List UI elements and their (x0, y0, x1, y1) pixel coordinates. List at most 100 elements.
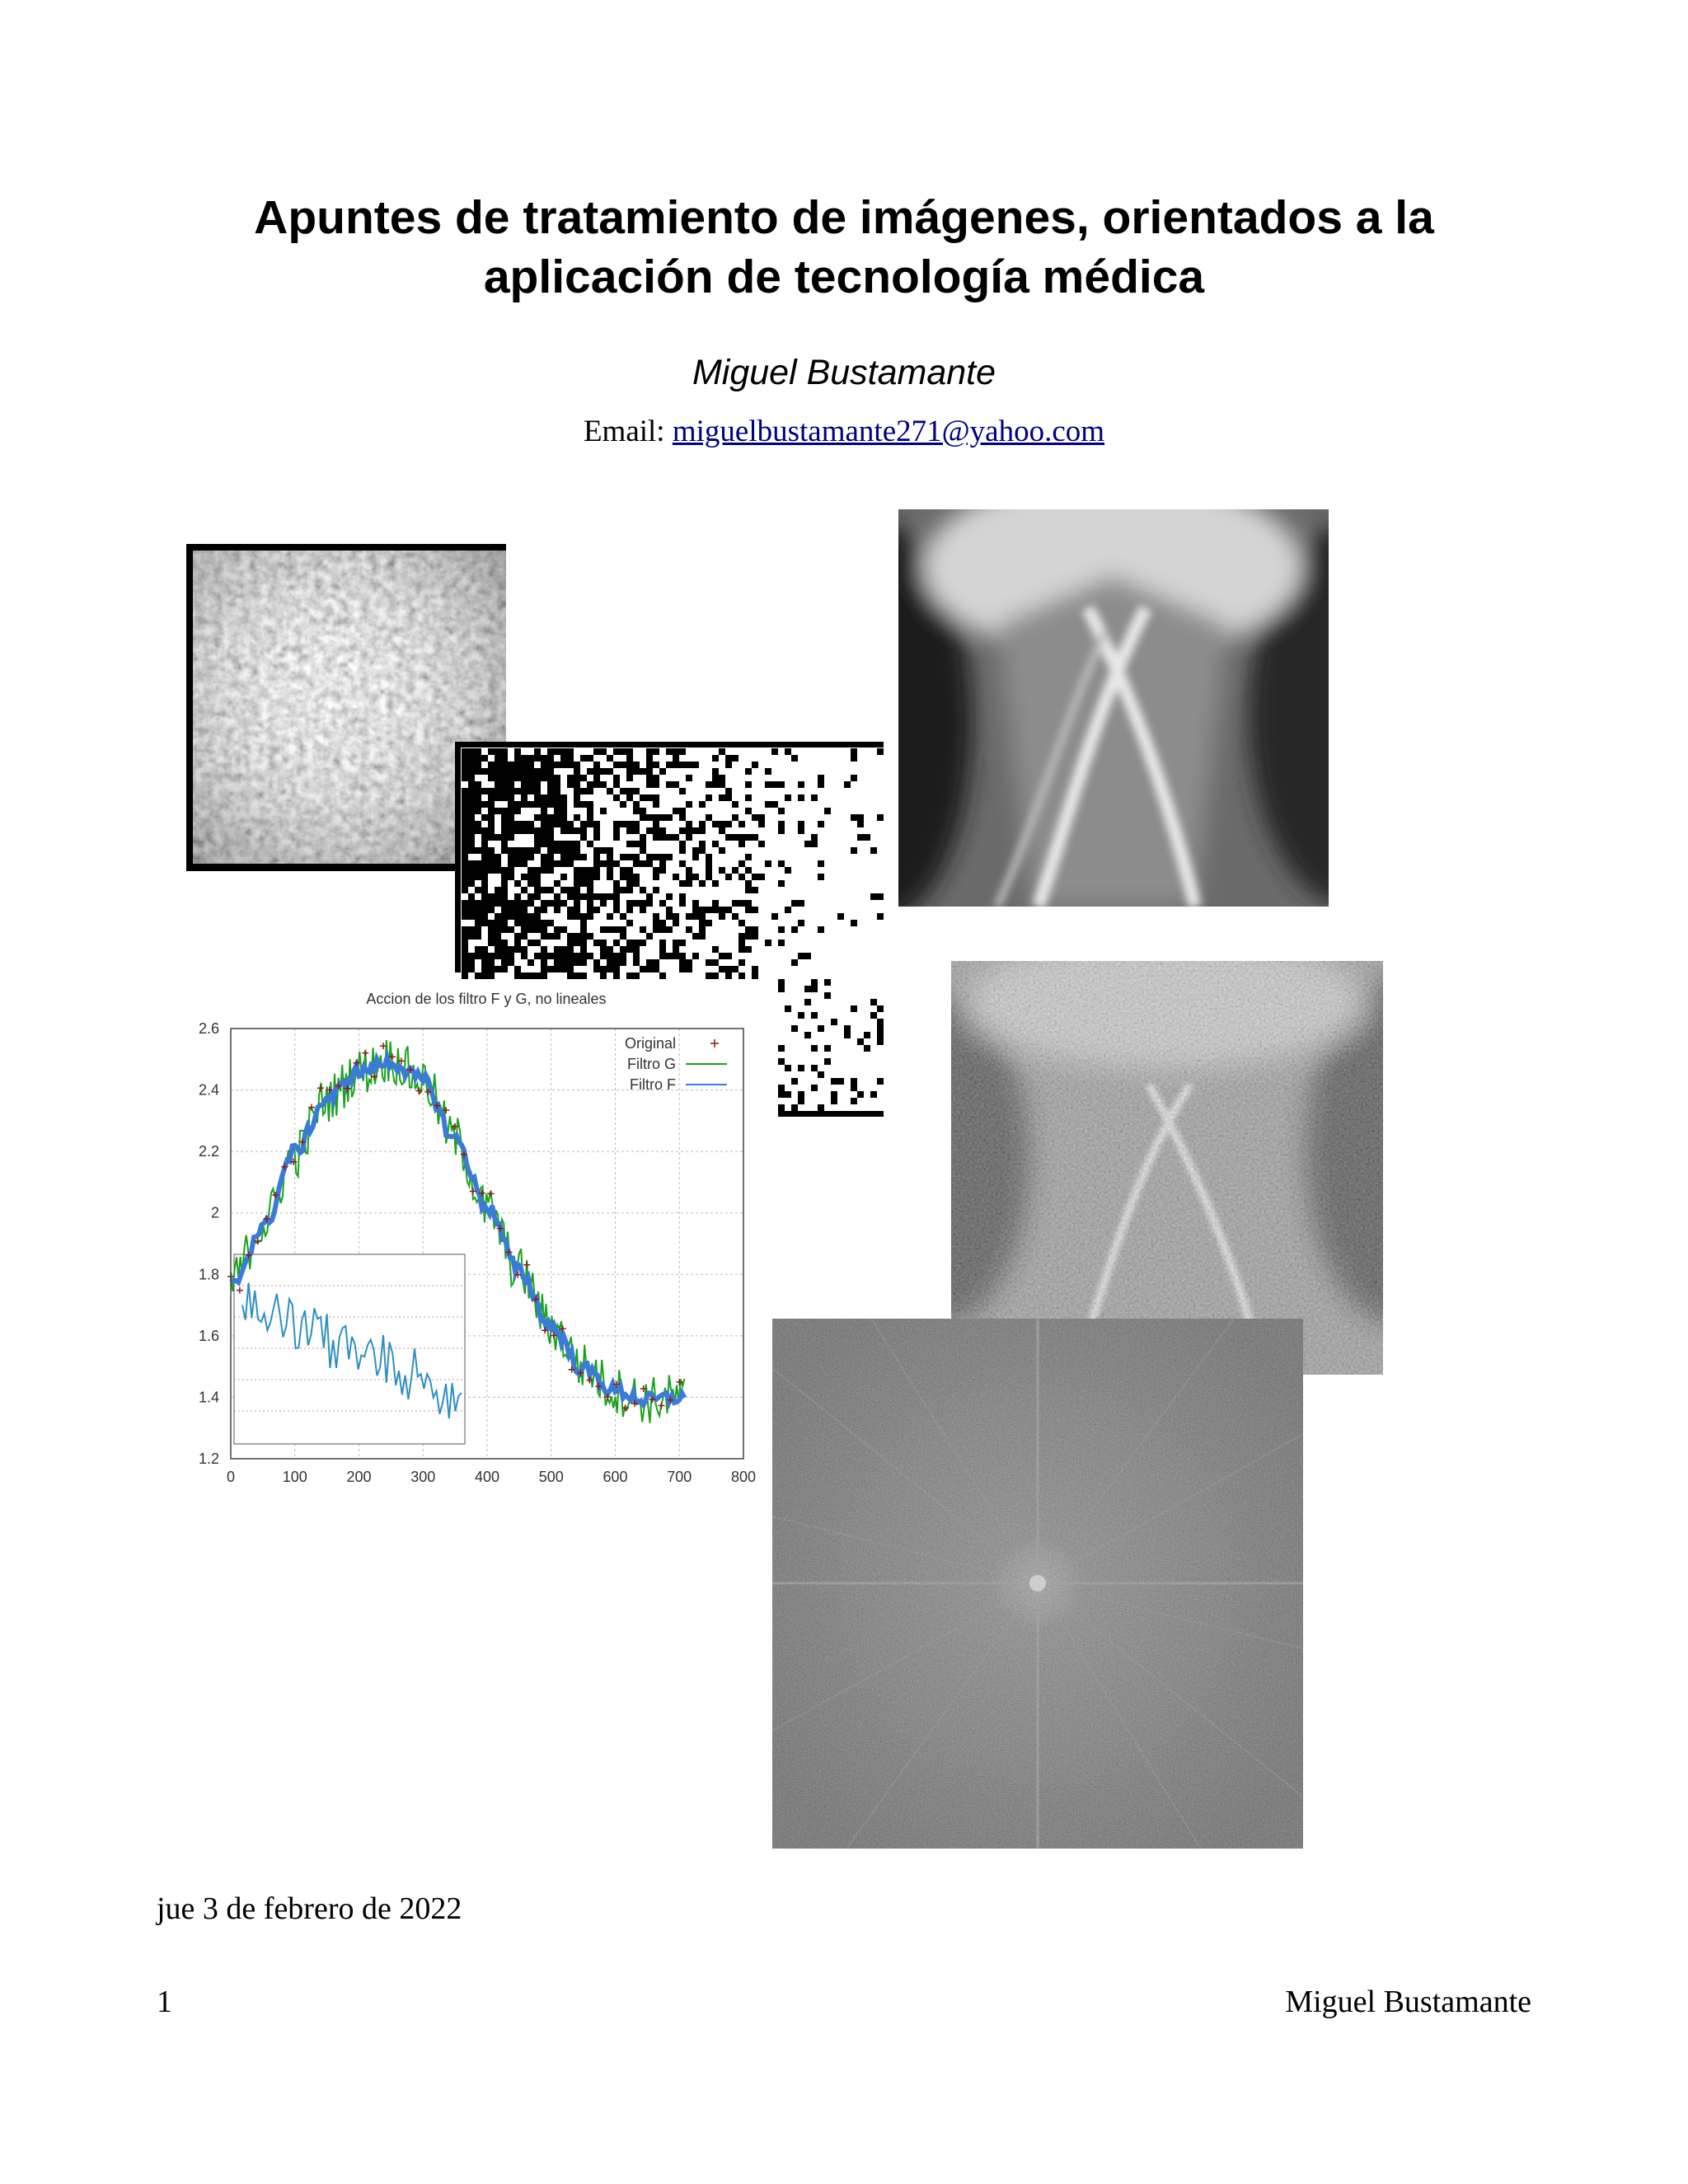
series-original-point (640, 1385, 647, 1392)
series-original-point (415, 1087, 423, 1094)
series-original-point (362, 1049, 369, 1057)
series-original-point (281, 1163, 288, 1170)
x-tick-label: 0 (227, 1469, 235, 1485)
chart-series (227, 1039, 687, 1423)
y-tick-label: 1.8 (199, 1266, 219, 1282)
series-original-point (443, 1107, 450, 1114)
x-tick-label: 800 (731, 1469, 756, 1485)
filter-chart: Accion de los filtro F y G, no lineales … (183, 982, 760, 1493)
chart-inset (233, 1254, 466, 1445)
page-title: Apuntes de tratamiento de imágenes, orie… (0, 188, 1688, 307)
series-original-point (568, 1366, 575, 1373)
series-original-point (397, 1057, 405, 1065)
title-line-2: aplicación de tecnología médica (483, 251, 1205, 303)
series-original-point (326, 1086, 333, 1094)
series-original-point (595, 1383, 603, 1390)
series-original-point (621, 1404, 629, 1412)
author-name: Miguel Bustamante (692, 353, 996, 392)
xray-embossed-svg (951, 961, 1383, 1375)
x-tick-label: 100 (283, 1469, 307, 1485)
series-original-point (316, 1085, 324, 1092)
chart-axes: 0 100 200 300 400 500 600 700 800 1.2 1.4 1.6 1.8 2 2.… (199, 1020, 756, 1485)
footer-author: Miguel Bustamante (1285, 1985, 1531, 2019)
chart-legend: Original Filtro G Filtro F (625, 1035, 727, 1093)
series-original-point (254, 1237, 261, 1244)
series-original-point (586, 1376, 593, 1384)
fourier-spectrum-svg (772, 1319, 1303, 1849)
series-original-point (514, 1271, 522, 1278)
y-tick-label: 2 (211, 1205, 219, 1221)
texture-photo (186, 544, 506, 871)
x-tick-label: 600 (603, 1469, 627, 1485)
y-tick-label: 2.2 (199, 1143, 219, 1160)
legend-label: Filtro F (630, 1076, 676, 1093)
y-tick-label: 2.4 (199, 1082, 219, 1099)
y-tick-label: 1.4 (199, 1389, 219, 1405)
chart-title: Accion de los filtro F y G, no lineales (366, 991, 606, 1007)
series-original-point (613, 1380, 621, 1388)
series-filtro-f-line (229, 1048, 687, 1410)
inset-line (241, 1282, 462, 1419)
series-original-point (604, 1393, 612, 1400)
email-label: Email: (583, 415, 665, 448)
series-original-point (236, 1286, 243, 1294)
series-original-point (344, 1085, 351, 1092)
series-original-point (380, 1043, 387, 1050)
legend-marker (710, 1039, 719, 1047)
email-line: Email: miguelbustamante271@yahoo.com (0, 414, 1688, 449)
xray-image-svg (898, 509, 1329, 907)
x-tick-label: 700 (667, 1469, 692, 1485)
document-date: jue 3 de febrero de 2022 (157, 1891, 462, 1926)
legend-label: Original (625, 1035, 676, 1052)
series-original-point (577, 1369, 584, 1376)
series-original-point (658, 1402, 665, 1409)
series-original-point (245, 1252, 252, 1259)
series-filtro-g-line (230, 1039, 686, 1423)
series-original-point (532, 1296, 540, 1303)
series-original-point (406, 1066, 414, 1074)
y-tick-label: 1.6 (199, 1328, 219, 1344)
x-tick-label: 200 (346, 1469, 371, 1485)
series-original-point (649, 1396, 656, 1404)
series-original-point (478, 1189, 485, 1197)
series-original-point (550, 1332, 557, 1339)
series-original-point (505, 1249, 513, 1256)
series-original-point (263, 1216, 270, 1223)
series-original-point (424, 1088, 432, 1095)
email-link[interactable]: miguelbustamante271@yahoo.com (672, 415, 1105, 448)
series-original-point (434, 1102, 441, 1109)
series-original-point (353, 1059, 360, 1066)
xray-image (898, 509, 1329, 907)
series-original-point (290, 1158, 298, 1165)
series-original-point (631, 1399, 638, 1407)
x-tick-label: 300 (410, 1469, 435, 1485)
x-tick-label: 500 (539, 1469, 564, 1485)
series-original-point (272, 1192, 279, 1199)
fourier-spectrum-image (772, 1319, 1303, 1849)
series-original-point (487, 1190, 495, 1197)
y-tick-label: 1.2 (199, 1451, 219, 1467)
series-original-point (541, 1327, 548, 1334)
title-line-1: Apuntes de tratamiento de imágenes, orie… (254, 191, 1434, 244)
legend-label: Filtro G (627, 1056, 676, 1072)
y-tick-label: 2.6 (199, 1020, 219, 1037)
series-original-point (469, 1188, 476, 1195)
xray-embossed-image (951, 961, 1383, 1375)
x-tick-label: 400 (475, 1469, 499, 1485)
series-original-point (676, 1378, 683, 1385)
series-original-point (299, 1138, 307, 1146)
series-original-point (461, 1151, 468, 1158)
filter-chart-svg: Accion de los filtro F y G, no lineales … (183, 982, 760, 1493)
plot-frame (230, 1028, 744, 1460)
page-number: 1 (157, 1985, 172, 2019)
series-original-point (496, 1225, 504, 1232)
series-original-point (388, 1053, 396, 1061)
series-original-point (667, 1396, 674, 1404)
series-original-point (371, 1073, 378, 1080)
series-original-point (452, 1122, 459, 1130)
series-original-point (307, 1104, 315, 1111)
texture-photo-svg (186, 544, 506, 871)
series-original-point (523, 1261, 531, 1268)
series-original-point (559, 1325, 566, 1333)
series-original-point (335, 1082, 342, 1090)
